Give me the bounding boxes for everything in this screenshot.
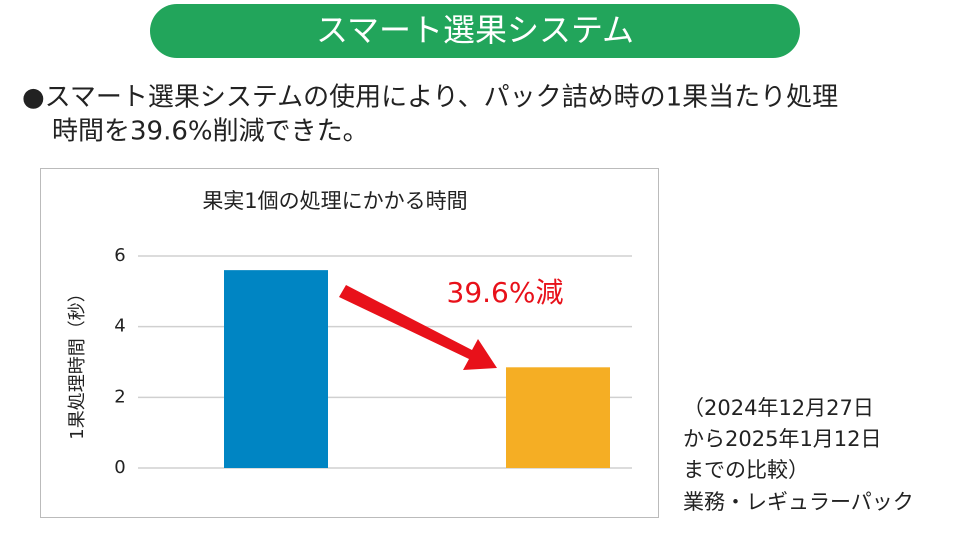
note-line: （2024年12月27日 (683, 396, 874, 420)
plot: 0 2 4 6 (114, 245, 632, 478)
bar (506, 367, 610, 468)
header-title: スマート選果システム (316, 11, 634, 49)
y-tick-label: 2 (114, 386, 125, 407)
header-pill (150, 4, 800, 58)
y-axis-label: 1果処理時間（秒） (67, 284, 88, 439)
y-tick-label: 0 (114, 457, 125, 478)
note-line: 業務・レギュラーパック (683, 490, 914, 514)
bullet-line: 時間を39.6%削減できた。 (52, 117, 369, 147)
note-line: までの比較） (683, 458, 809, 482)
y-tick-label: 4 (114, 316, 125, 337)
bar (224, 270, 328, 468)
bullet-line: ●スマート選果システムの使用により、パック詰め時の1果当たり処理 (22, 83, 838, 113)
arrow (339, 285, 497, 370)
y-tick-label: 6 (114, 245, 125, 266)
chart-title: 果実1個の処理にかかる時間 (202, 189, 467, 213)
note-line: から2025年1月12日 (683, 427, 882, 451)
annotation: 39.6%減 (447, 276, 564, 309)
